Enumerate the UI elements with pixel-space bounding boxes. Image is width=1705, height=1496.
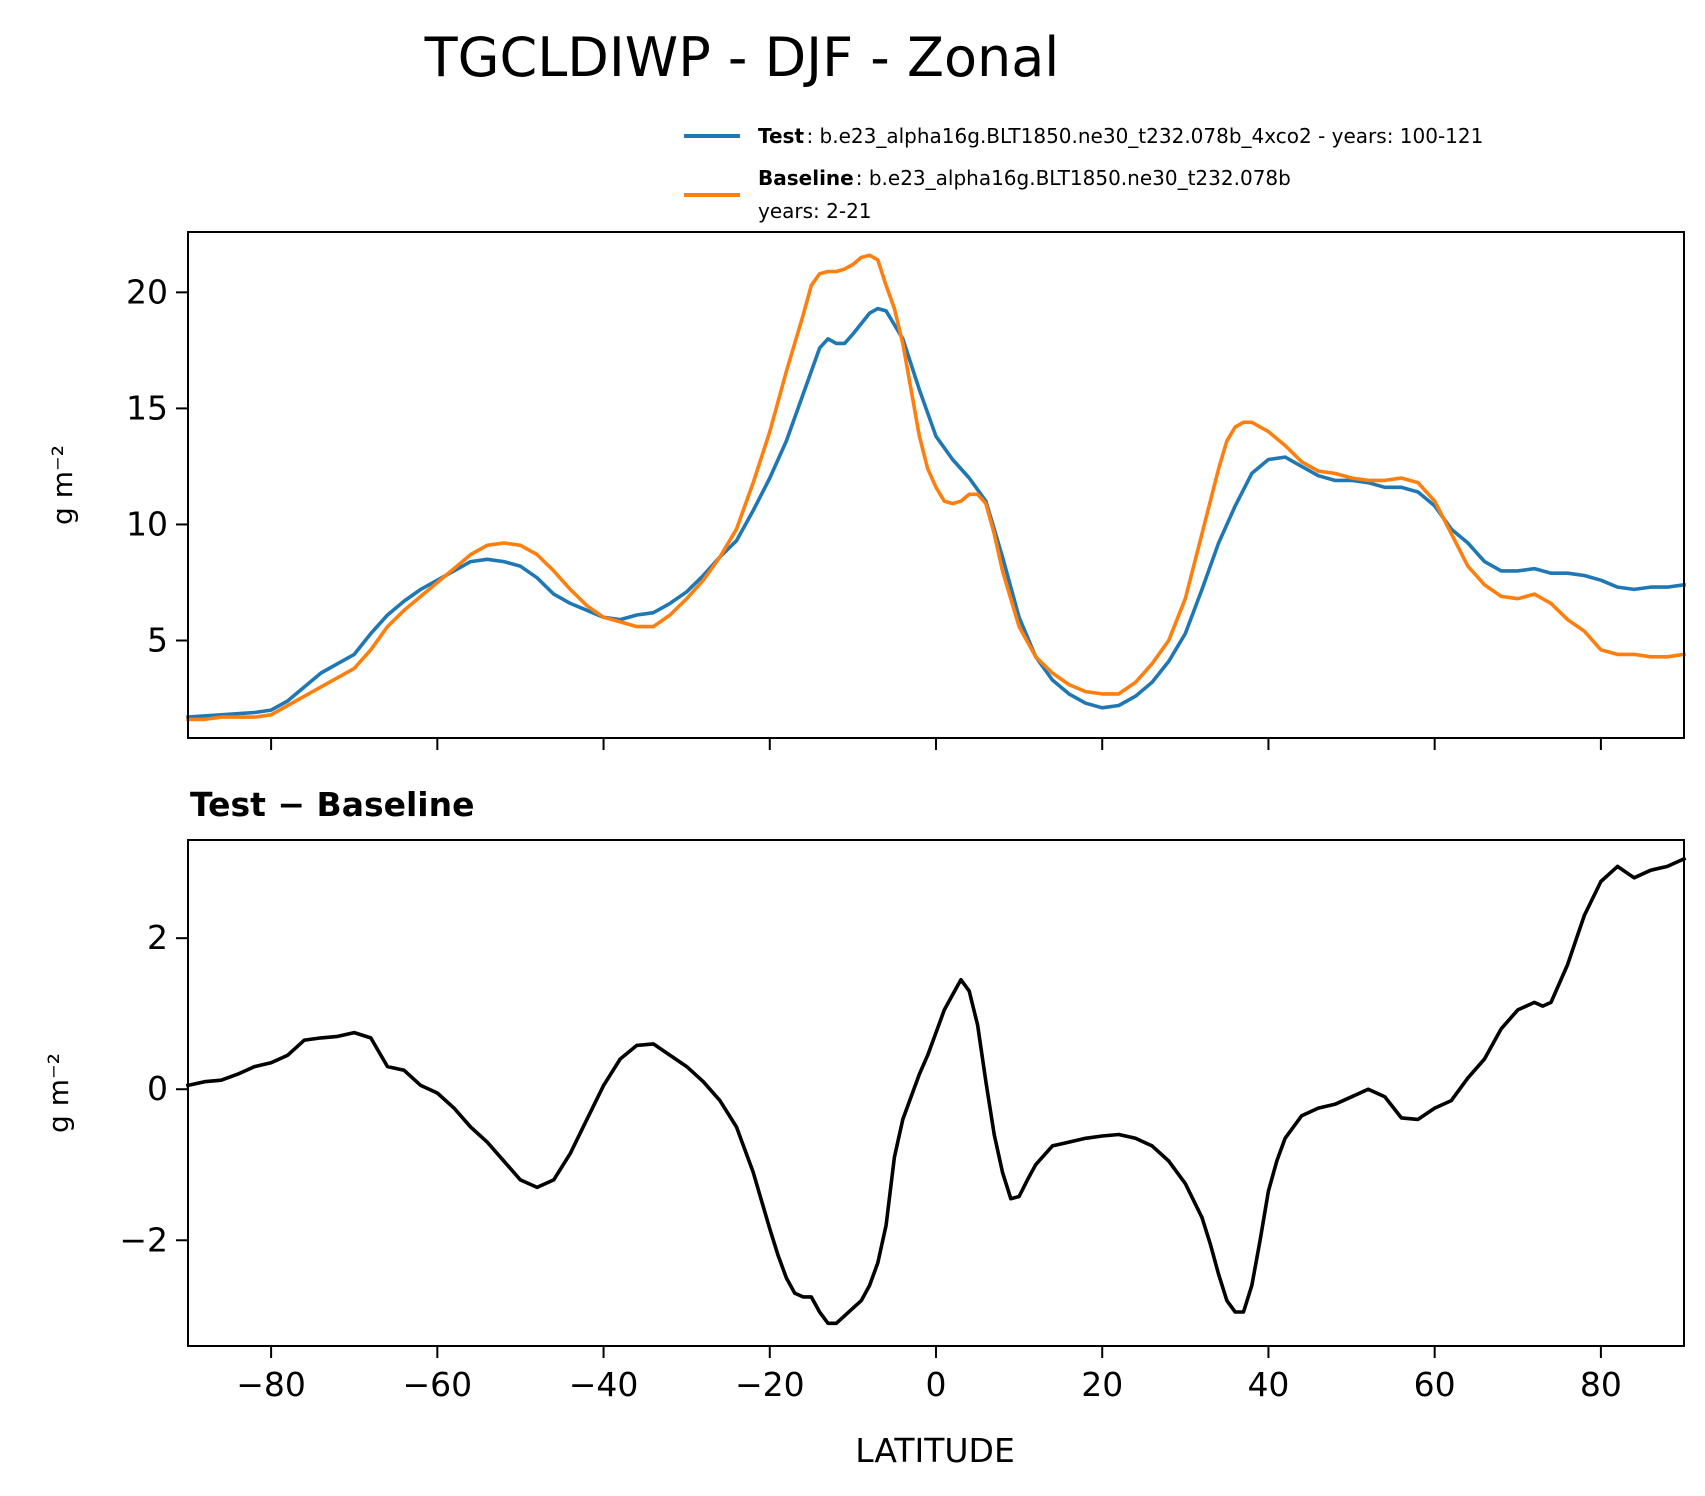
- bottom-y-tick-label: 2: [147, 918, 168, 957]
- top-y-tick-label: 10: [126, 504, 168, 543]
- top-series-test-line: [186, 306, 1687, 720]
- bottom-x-tick-label: −80: [236, 1365, 306, 1404]
- bottom-x-tick-label: −60: [403, 1365, 473, 1404]
- bottom-x-tick-label: −20: [735, 1365, 805, 1404]
- top-y-tick-label: 15: [126, 388, 168, 427]
- bottom-x-tick-label: 80: [1580, 1365, 1622, 1404]
- legend-baseline-name: Baseline: [758, 166, 854, 190]
- bottom-x-tick-label: 20: [1081, 1365, 1123, 1404]
- top-y-axis-label: g m⁻²: [46, 445, 79, 525]
- bottom-y-axis-label: g m⁻²: [42, 1053, 75, 1133]
- top-series-baseline-line: [186, 253, 1687, 722]
- bottom-x-tick-label: 0: [926, 1365, 947, 1404]
- bottom-y-tick-label: 0: [147, 1069, 168, 1108]
- difference-panel-title: Test − Baseline: [190, 785, 475, 824]
- bottom-y-tick-label: −2: [119, 1220, 168, 1259]
- top-y-tick-label: 5: [147, 621, 168, 660]
- bottom-x-tick-label: −40: [569, 1365, 639, 1404]
- legend: Test : b.e23_alpha16g.BLT1850.ne30_t232.…: [684, 124, 1483, 223]
- top-y-tick-label: 20: [126, 272, 168, 311]
- figure-title: TGCLDIWP - DJF - Zonal: [424, 26, 1060, 89]
- legend-test-description: : b.e23_alpha16g.BLT1850.ne30_t232.078b_…: [806, 124, 1483, 148]
- legend-baseline-years: years: 2-21: [758, 199, 872, 223]
- legend-baseline-description: : b.e23_alpha16g.BLT1850.ne30_t232.078b: [856, 166, 1291, 190]
- bottom-series-test-baseline-line: [185, 856, 1687, 1326]
- top-zonal-mean-panel: 5 10 15 20 g m⁻²: [46, 231, 1687, 750]
- bottom-x-tick-label: 60: [1414, 1365, 1456, 1404]
- difference-panel: Test − Baseline −80 −60 −40 −20 0 20 40 60 80 −2…: [42, 785, 1687, 1470]
- legend-test-name: Test: [758, 124, 804, 148]
- x-axis-label: LATITUDE: [855, 1431, 1015, 1470]
- bottom-x-tick-label: 40: [1247, 1365, 1289, 1404]
